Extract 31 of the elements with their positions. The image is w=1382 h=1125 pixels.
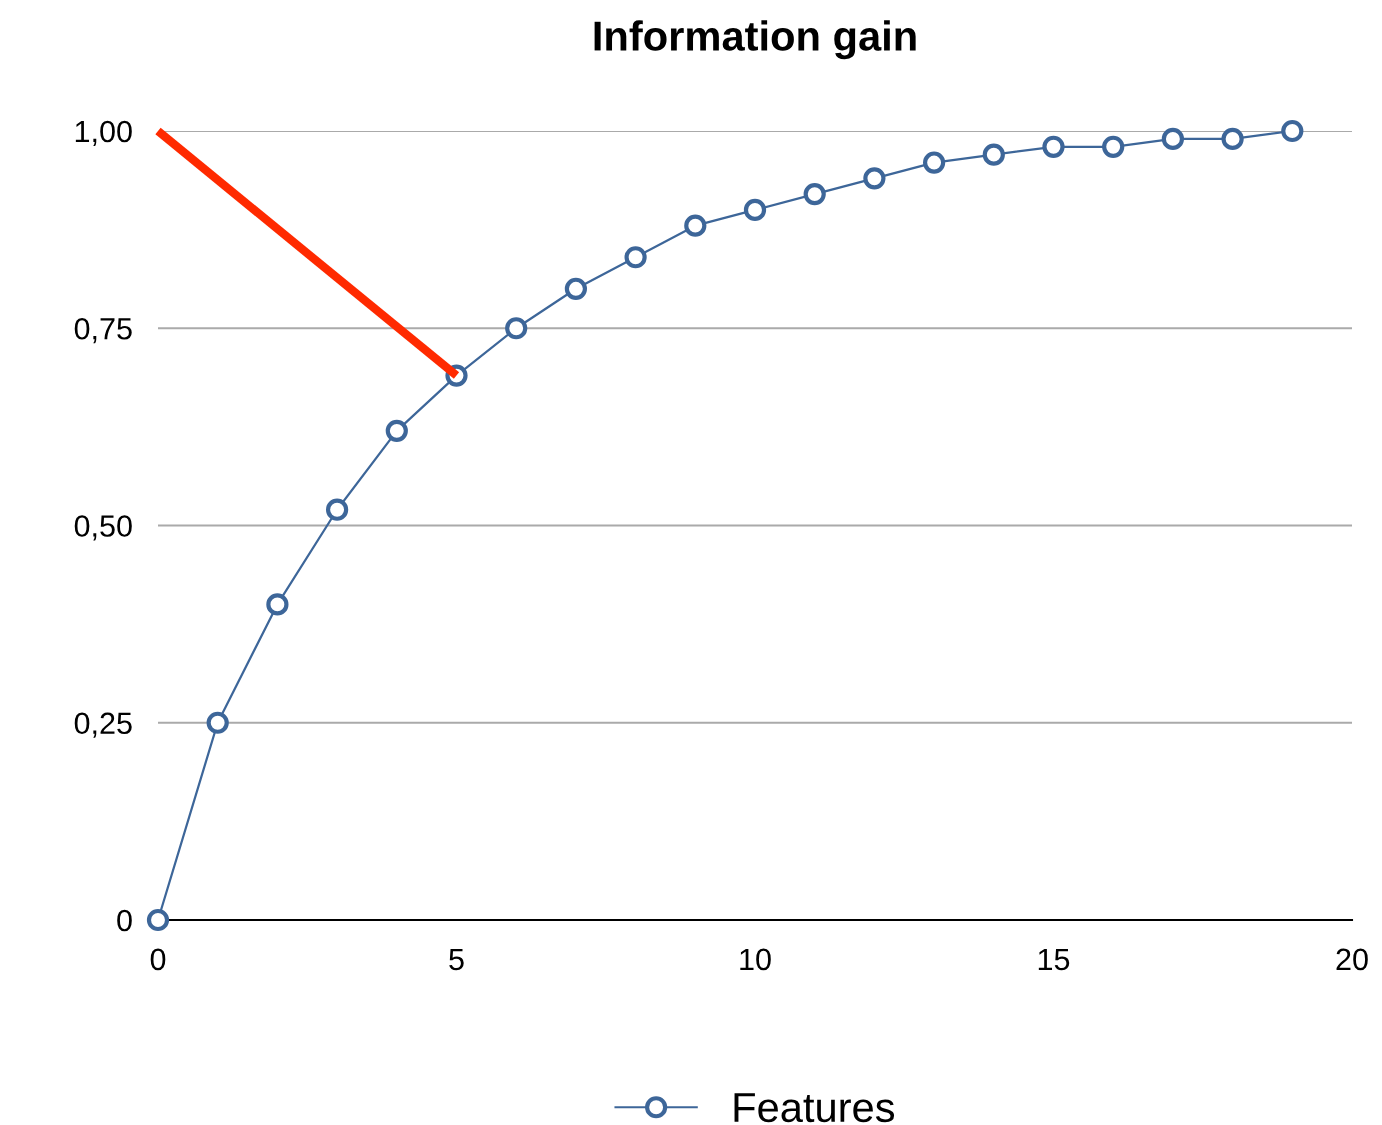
point [743,198,767,222]
point [266,593,289,616]
point [385,419,408,442]
point [1102,135,1125,158]
point [684,214,707,237]
point [206,711,229,734]
chart-title: Information gain [594,20,916,60]
point [1221,127,1244,151]
x-tick-label: 10 [740,948,771,971]
point [803,183,826,206]
point [863,167,886,190]
point [922,151,946,174]
x-tick-label: 20 [1336,948,1368,971]
point [624,246,647,269]
point [982,143,1005,166]
x-tick-label: 0 [150,948,166,971]
x-tick-label: 15 [1038,948,1070,971]
y-tick-label: 0,50 [74,515,132,541]
point [1042,135,1065,158]
y-tick-label: 0,75 [74,317,132,344]
legend-label: Features [734,1093,895,1123]
y-tick-label: 0 [117,909,132,932]
y-tick-label: 0,25 [74,712,132,738]
y-tick-label: 1,00 [75,120,132,146]
point [564,277,588,300]
point [325,498,349,521]
point [1281,119,1304,143]
point [146,908,170,932]
x-tick-label: 5 [449,948,464,971]
point [505,317,528,340]
point [1161,127,1185,151]
